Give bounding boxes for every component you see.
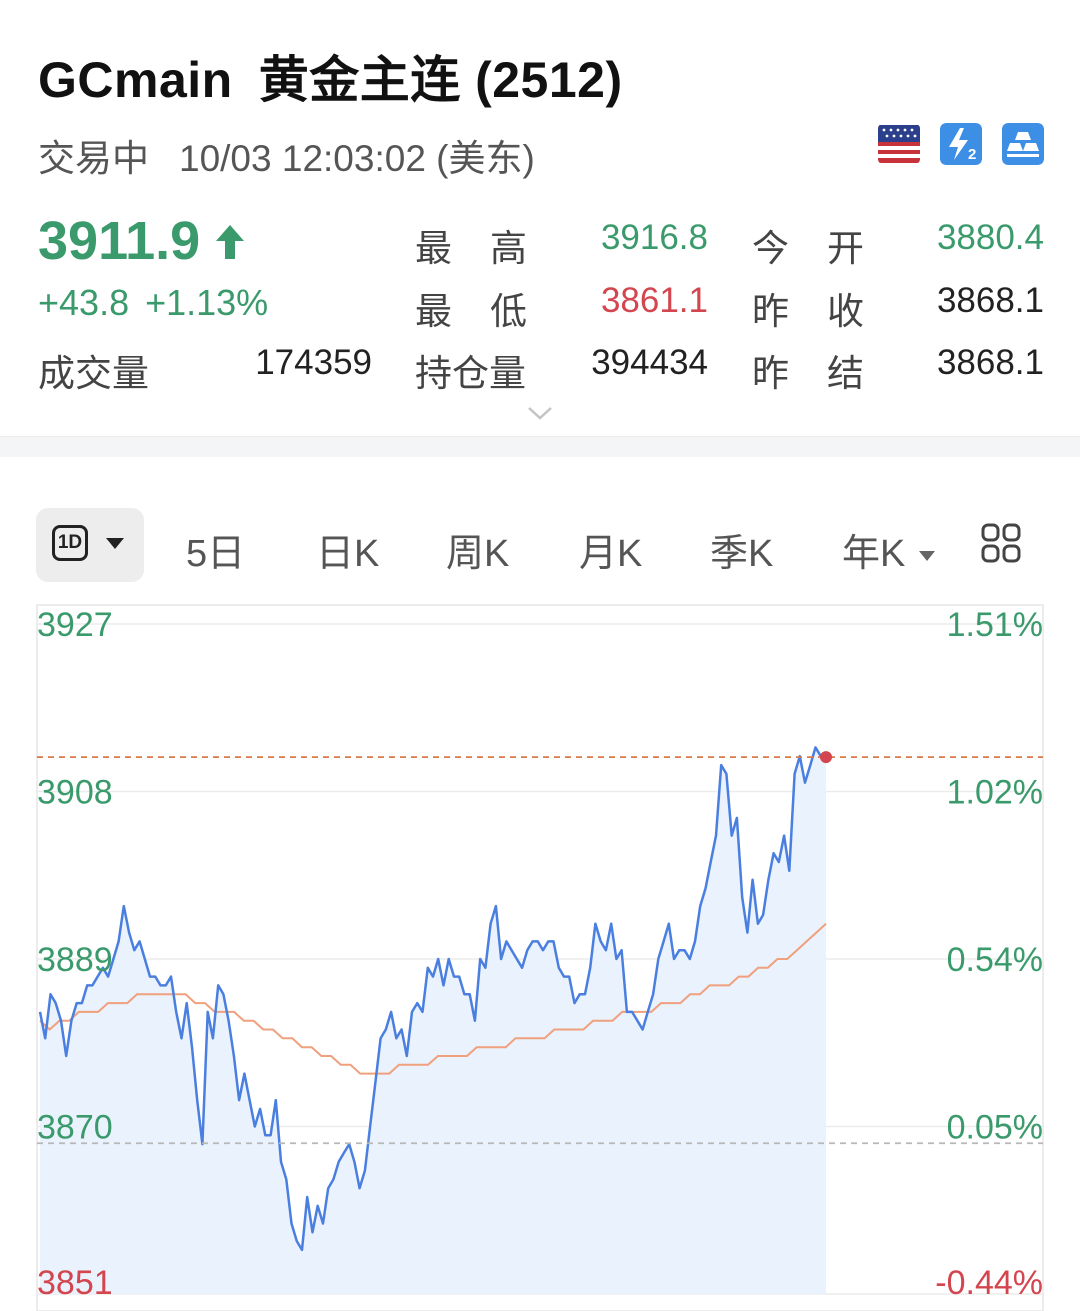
gold-bars-icon[interactable] xyxy=(1002,123,1044,165)
y-tick-right: -0.44% xyxy=(935,1264,1043,1302)
instrument-code: GCmain xyxy=(38,52,233,108)
high-value: 3916.8 xyxy=(600,218,708,257)
y-tick-right: 1.02% xyxy=(947,774,1043,812)
y-tick-left: 3927 xyxy=(37,606,113,644)
y-tick-right: 1.51% xyxy=(947,606,1043,644)
prev-settle-label: 昨结 xyxy=(752,353,902,394)
layout-grid-icon[interactable] xyxy=(980,522,1022,564)
last-price-value: 3911.9 xyxy=(38,211,201,271)
tab-yearly-k[interactable]: 年K xyxy=(842,522,936,577)
period-tabs: 1D 5日 日K 周K 月K 季K 年K xyxy=(36,508,1046,582)
quote-time: 10/03 12:03:02 (美东) xyxy=(179,138,535,179)
price-line xyxy=(38,746,827,1252)
tab-monthly-k[interactable]: 月K xyxy=(579,533,643,575)
prev-close-label: 昨收 xyxy=(752,291,902,332)
tab-1d-label: 1D xyxy=(52,525,88,561)
prev-close-value: 3868.1 xyxy=(936,281,1044,320)
badge-group: 2 xyxy=(878,123,1044,165)
prev-settle-value: 3868.1 xyxy=(936,343,1044,382)
volume-value: 174359 xyxy=(255,343,372,382)
expand-chevron-icon[interactable] xyxy=(526,404,554,422)
chart-frame xyxy=(36,604,1044,1311)
tab-quarterly-k[interactable]: 季K xyxy=(710,533,774,575)
price-area-fill xyxy=(40,747,826,1294)
tab-yearly-k-label: 年K xyxy=(842,533,906,575)
caret-down-icon xyxy=(106,538,124,549)
change-value: +43.8 xyxy=(38,282,130,323)
y-tick-left: 3851 xyxy=(37,1264,113,1302)
level2-icon[interactable]: 2 xyxy=(940,123,982,165)
market-status-line: 交易中 10/03 12:03:02 (美东) xyxy=(38,128,535,182)
us-flag-icon[interactable] xyxy=(878,123,920,165)
average-price-line xyxy=(39,922,827,1075)
instrument-title: GCmain 黄金主连 (2512) xyxy=(38,40,623,112)
tab-daily-k[interactable]: 日K xyxy=(316,533,380,575)
y-tick-right: 0.05% xyxy=(947,1109,1043,1147)
y-tick-left: 3908 xyxy=(37,774,113,812)
y-tick-left: 3889 xyxy=(37,941,113,979)
instrument-name: 黄金主连 (2512) xyxy=(258,52,623,108)
open-interest-label: 持仓量 xyxy=(415,353,526,394)
tab-1d[interactable]: 1D xyxy=(36,508,144,582)
high-label: 最高 xyxy=(415,228,565,269)
last-price: 3911.9 xyxy=(38,210,246,272)
caret-down-icon xyxy=(919,550,936,561)
open-value: 3880.4 xyxy=(936,218,1044,257)
price-change: +43.8 +1.13% xyxy=(38,282,268,324)
open-label: 今开 xyxy=(752,228,902,269)
low-label: 最低 xyxy=(415,291,565,332)
change-percent: +1.13% xyxy=(145,282,269,323)
last-price-dot xyxy=(820,751,832,764)
svg-text:2: 2 xyxy=(968,146,976,163)
volume-label: 成交量 xyxy=(38,353,149,394)
y-tick-right: 0.54% xyxy=(947,941,1043,979)
open-interest-value: 394434 xyxy=(591,343,708,382)
trading-status: 交易中 xyxy=(38,138,149,179)
section-divider xyxy=(0,436,1080,457)
low-value: 3861.1 xyxy=(600,281,708,320)
arrow-up-icon xyxy=(216,225,245,259)
tab-5day[interactable]: 5日 xyxy=(186,533,246,575)
intraday-chart[interactable]: 3927 1.51% 3908 1.02% 3889 0.54% 3870 0.05% 3851… xyxy=(0,600,1080,1311)
tab-weekly-k[interactable]: 周K xyxy=(446,533,510,575)
y-tick-left: 3870 xyxy=(37,1109,113,1147)
